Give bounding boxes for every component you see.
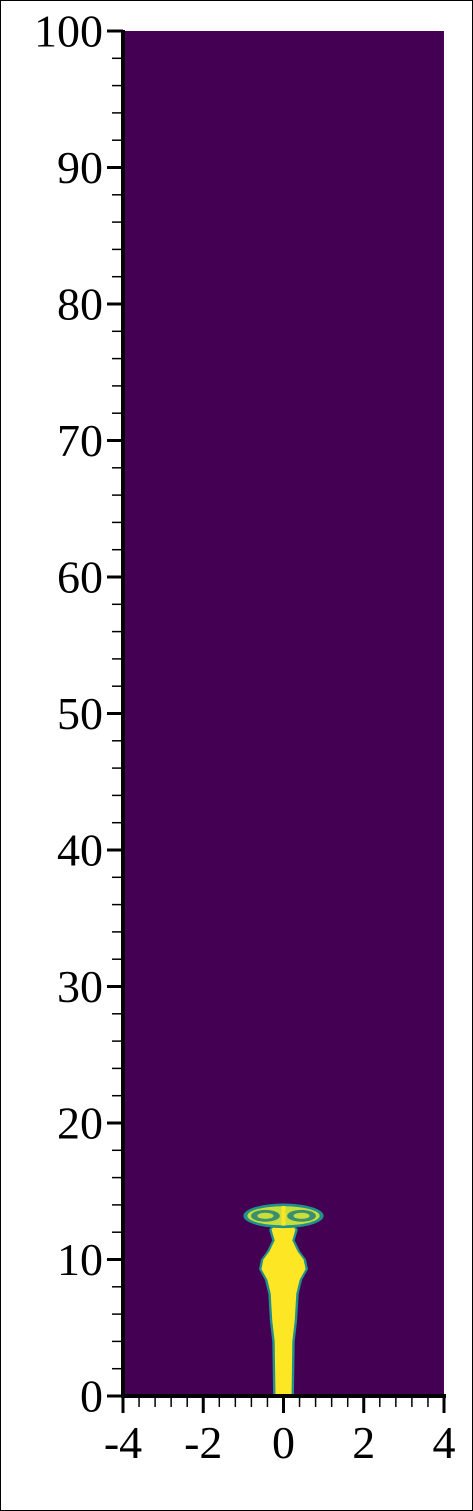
ticks bbox=[107, 29, 446, 1413]
tick-labels: 0 10 20 30 40 50 60 70 80 90 100 -4 -2 0 2 4 bbox=[34, 6, 456, 1469]
plot-area bbox=[123, 31, 444, 1396]
x-tick-label: 2 bbox=[352, 1417, 375, 1468]
y-tick-label: 70 bbox=[57, 415, 103, 466]
field-features bbox=[243, 1203, 324, 1396]
y-tick-label: 90 bbox=[57, 142, 103, 193]
y-tick-label: 60 bbox=[57, 552, 103, 603]
y-tick-label: 50 bbox=[57, 688, 103, 739]
y-tick-label: 20 bbox=[57, 1098, 103, 1149]
y-tick-label: 30 bbox=[57, 961, 103, 1012]
x-tick-label: 0 bbox=[272, 1417, 295, 1468]
x-tick-label: -4 bbox=[104, 1417, 142, 1468]
jet-stem-core bbox=[261, 1224, 306, 1396]
y-tick-label: 100 bbox=[34, 6, 103, 57]
mushroom-cap-neck bbox=[281, 1205, 286, 1226]
mushroom-cap-right-core bbox=[293, 1212, 310, 1219]
y-tick-label: 40 bbox=[57, 825, 103, 876]
y-tick-label: 10 bbox=[57, 1234, 103, 1285]
y-tick-label: 0 bbox=[80, 1371, 103, 1422]
mushroom-cap-left-core bbox=[257, 1212, 274, 1219]
x-tick-label: 4 bbox=[433, 1417, 456, 1468]
x-tick-label: -2 bbox=[184, 1417, 222, 1468]
y-tick-label: 80 bbox=[57, 279, 103, 330]
